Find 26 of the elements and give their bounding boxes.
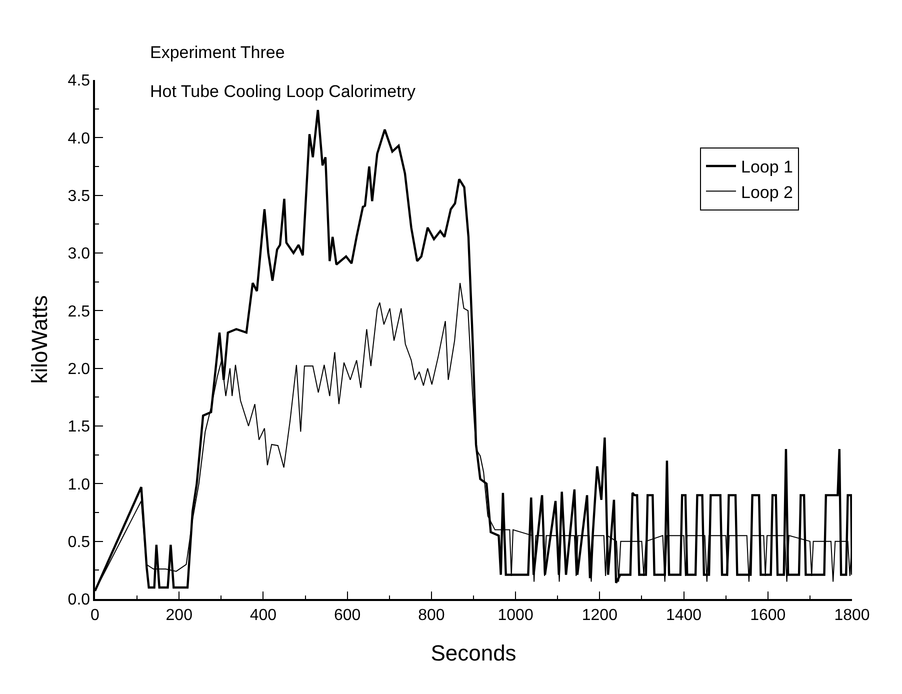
y-axis-title: kiloWatts — [27, 295, 52, 384]
y-tick-label: 1.0 — [68, 476, 90, 494]
y-tick-label: 0.0 — [68, 592, 90, 609]
x-tick-label: 1200 — [582, 606, 618, 624]
x-tick-label: 800 — [418, 606, 445, 624]
y-tick-label: 2.5 — [68, 303, 90, 320]
x-tick-label: 1600 — [750, 606, 786, 624]
legend-label: Loop 2 — [741, 182, 794, 202]
x-tick-label: 1400 — [666, 606, 702, 624]
y-tick-label: 3.0 — [68, 246, 90, 263]
x-tick-label: 0 — [90, 606, 100, 624]
y-tick-label: 4.5 — [68, 72, 90, 90]
legend-label: Loop 1 — [741, 158, 794, 177]
y-tick-label: 2.0 — [68, 360, 90, 378]
chart-subtitle: Hot Tube Cooling Loop Calorimetry — [150, 82, 416, 101]
y-tick-label: 3.5 — [68, 188, 90, 205]
x-tick-label: 200 — [166, 606, 193, 624]
x-tick-label: 400 — [250, 606, 277, 624]
x-tick-label: 1800 — [834, 606, 870, 624]
y-tick-label: 4.0 — [68, 130, 90, 148]
x-axis-title: Seconds — [430, 640, 516, 666]
y-tick-label: 1.5 — [68, 418, 90, 436]
x-tick-label: 600 — [334, 606, 361, 624]
chart-title: Experiment Three — [150, 43, 285, 62]
y-tick-label: 0.5 — [68, 534, 90, 551]
x-tick-label: 1000 — [498, 606, 534, 624]
